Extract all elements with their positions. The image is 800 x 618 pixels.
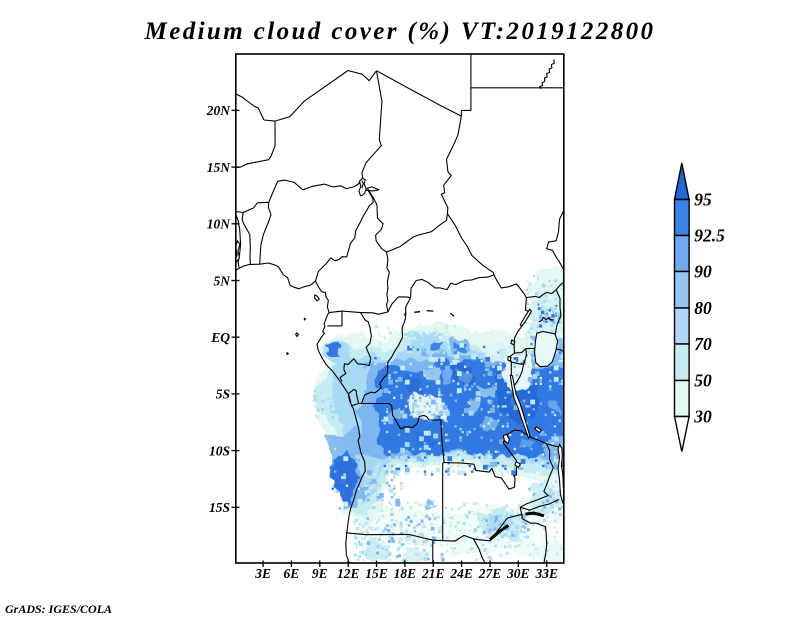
svg-text:33E: 33E — [534, 566, 558, 581]
svg-text:92.5: 92.5 — [694, 226, 725, 246]
svg-text:5S: 5S — [216, 387, 230, 402]
svg-text:80: 80 — [694, 298, 712, 318]
svg-text:15E: 15E — [365, 566, 388, 581]
svg-text:18E: 18E — [394, 566, 417, 581]
svg-text:24E: 24E — [449, 566, 473, 581]
svg-text:30: 30 — [693, 407, 712, 427]
svg-text:5N: 5N — [214, 273, 232, 288]
svg-text:95: 95 — [694, 190, 712, 210]
svg-text:70: 70 — [694, 334, 712, 354]
svg-text:10S: 10S — [209, 443, 230, 458]
svg-text:9E: 9E — [312, 566, 328, 581]
svg-text:15S: 15S — [209, 500, 230, 515]
svg-text:EQ: EQ — [210, 330, 230, 345]
svg-text:90: 90 — [694, 262, 712, 282]
svg-text:21E: 21E — [421, 566, 445, 581]
svg-text:30E: 30E — [506, 566, 530, 581]
svg-text:27E: 27E — [478, 566, 502, 581]
svg-text:10N: 10N — [207, 217, 232, 232]
svg-text:15N: 15N — [207, 160, 232, 175]
svg-text:12E: 12E — [337, 566, 360, 581]
svg-text:Medium cloud cover (%) VT:2019: Medium cloud cover (%) VT:2019122800 — [144, 18, 656, 45]
svg-text:6E: 6E — [284, 566, 300, 581]
svg-text:3E: 3E — [254, 566, 271, 581]
svg-text:50: 50 — [694, 371, 712, 391]
svg-text:GrADS: IGES/COLA: GrADS: IGES/COLA — [5, 602, 112, 616]
svg-text:20N: 20N — [206, 103, 232, 118]
